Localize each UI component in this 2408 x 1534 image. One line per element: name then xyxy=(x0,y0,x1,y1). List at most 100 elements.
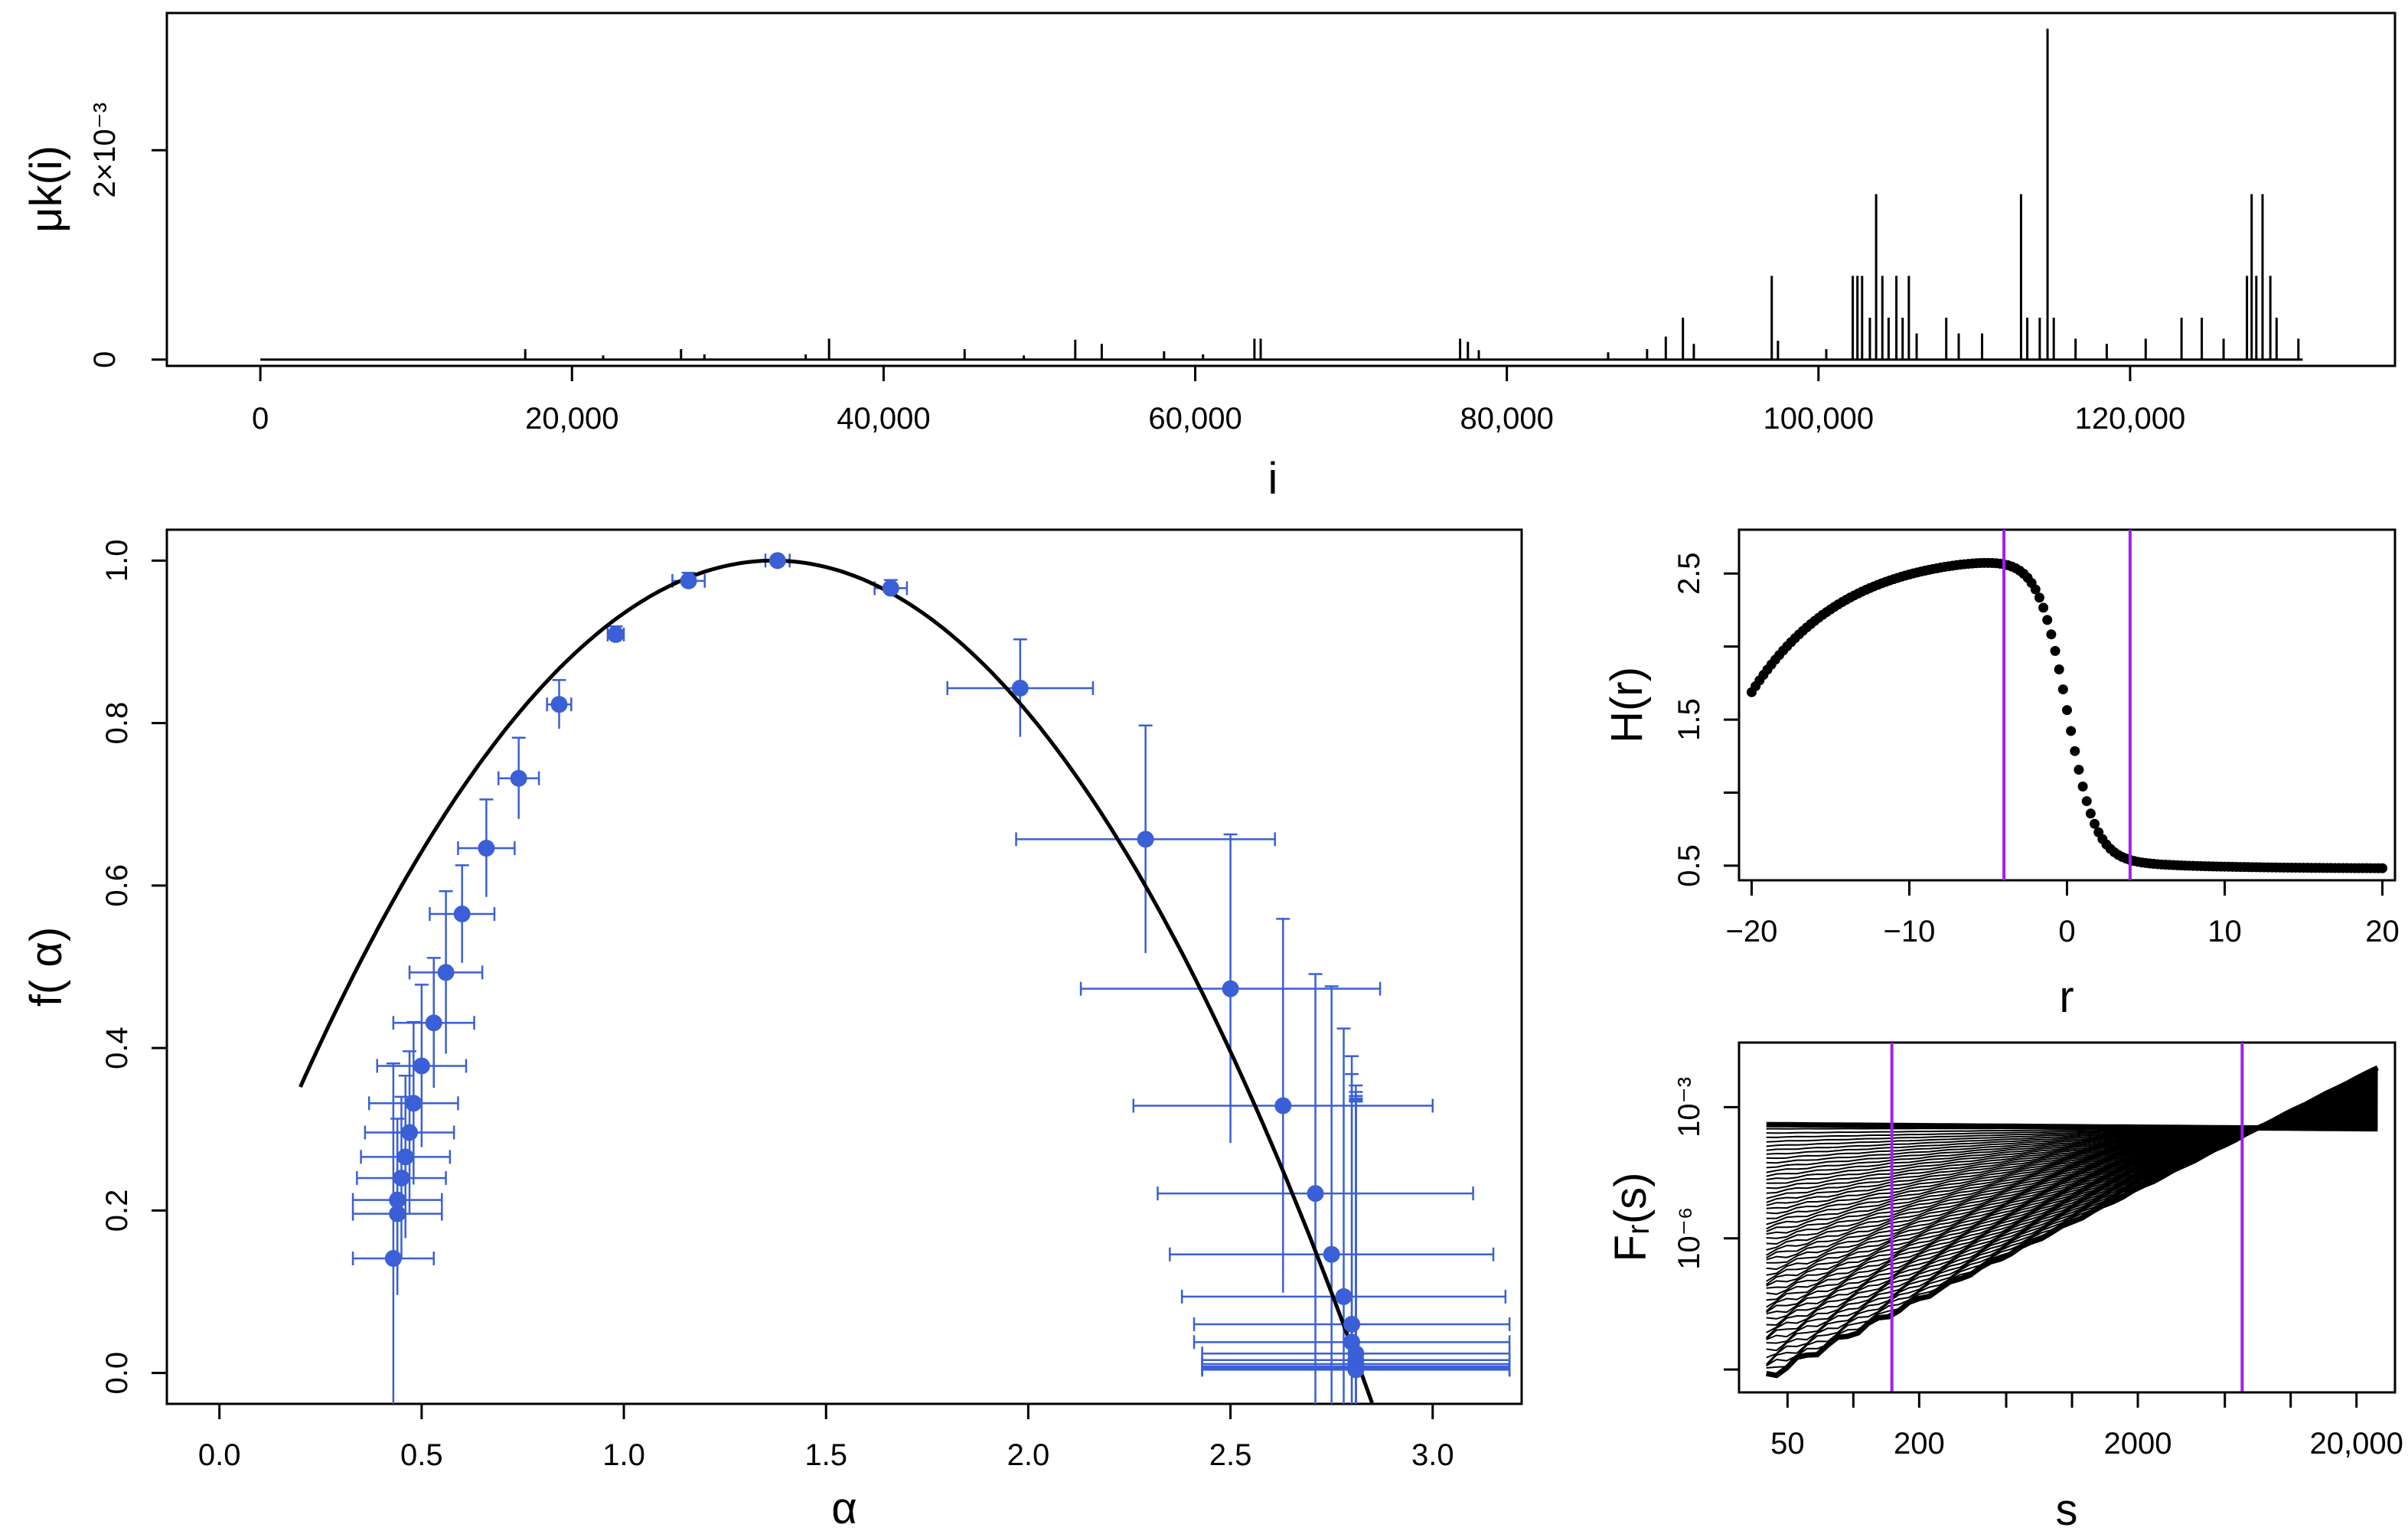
spectrum-x-tick-label: 1.0 xyxy=(602,1438,645,1472)
spectrum-point xyxy=(393,1169,410,1186)
measure-spikes xyxy=(260,28,2303,361)
spectrum-point xyxy=(607,625,625,643)
spectrum-point xyxy=(1274,1097,1292,1115)
measure-plot-frame xyxy=(165,11,2397,367)
hurst-point xyxy=(2090,818,2100,829)
spectrum-x-tick-label: 2.0 xyxy=(1007,1438,1050,1472)
hurst-x-label: r xyxy=(2059,972,2074,1022)
fluctuation-x-tick-label: 200 xyxy=(1894,1427,1945,1461)
measure-x-tick-label: 120,000 xyxy=(2075,402,2186,436)
hurst-point xyxy=(2077,781,2088,791)
spectrum-point xyxy=(510,769,527,787)
spectrum-point xyxy=(425,1014,442,1032)
spectrum-point xyxy=(882,579,899,597)
hurst-point xyxy=(2057,684,2068,695)
fluctuation-y-tick-label: 10⁻⁶ xyxy=(1672,1207,1706,1270)
spectrum-point xyxy=(550,696,568,713)
fluctuation-line xyxy=(1766,1065,2379,1379)
hurst-point xyxy=(2054,664,2064,675)
measure-panel: 0 20,000 40,000 60,000 80,000 100,000 120,000 … xyxy=(21,11,2397,504)
spectrum-panel: 0.0 0.5 1.0 1.5 2.0 2.5 3.0 0.0 0.2 0.4 0.6 0.8 1.0… xyxy=(21,528,1523,1533)
hurst-point xyxy=(2050,645,2061,656)
hurst-x-ticks: −20 −10 0 10 20 xyxy=(1726,879,2400,948)
spectrum-y-tick-label: 1.0 xyxy=(100,540,134,583)
hurst-point xyxy=(2046,629,2057,640)
spectrum-point xyxy=(1222,980,1239,997)
spectrum-x-tick-label: 0.0 xyxy=(198,1438,241,1472)
spectrum-x-tick-label: 1.5 xyxy=(804,1438,847,1472)
fluctuation-x-tick-label: 2000 xyxy=(2104,1427,2172,1461)
spectrum-plot-frame xyxy=(165,528,1523,1405)
spectrum-point xyxy=(405,1095,423,1112)
spectrum-point xyxy=(384,1250,402,1268)
spectrum-fit-curve xyxy=(299,558,1374,1404)
measure-x-tick-label: 0 xyxy=(252,402,269,436)
spectrum-point xyxy=(478,840,495,857)
spectrum-point xyxy=(1137,831,1154,848)
spectrum-x-ticks: 0.0 0.5 1.0 1.5 2.0 2.5 3.0 xyxy=(198,1402,1454,1472)
spectrum-x-label: α xyxy=(831,1483,857,1533)
hurst-point xyxy=(2074,765,2084,775)
spectrum-y-ticks: 0.0 0.2 0.4 0.6 0.8 1.0 xyxy=(100,540,168,1395)
measure-x-tick-label: 60,000 xyxy=(1148,402,1242,436)
fluctuation-y-label: Fᵣ(s) xyxy=(1606,1173,1656,1262)
spectrum-point xyxy=(1307,1185,1324,1203)
measure-y-label: μk(i) xyxy=(21,145,71,233)
spectrum-y-tick-label: 0.0 xyxy=(100,1352,134,1395)
spectrum-point xyxy=(453,906,471,923)
measure-x-tick-label: 100,000 xyxy=(1764,402,1875,436)
spectrum-point xyxy=(1343,1315,1361,1333)
fluctuation-y-ticks: 10⁻³ 10⁻⁶ xyxy=(1672,1077,1741,1371)
spectrum-y-tick-label: 0.4 xyxy=(100,1026,134,1069)
hurst-point xyxy=(2066,726,2077,736)
fluctuation-vlines xyxy=(1890,1043,2244,1392)
hurst-point xyxy=(2062,705,2072,716)
hurst-x-tick-label: −20 xyxy=(1726,915,1778,948)
spectrum-x-tick-label: 2.5 xyxy=(1209,1438,1252,1472)
measure-x-label: i xyxy=(1268,454,1278,504)
measure-x-tick-label: 40,000 xyxy=(837,402,930,436)
spectrum-y-tick-label: 0.6 xyxy=(100,864,134,907)
spectrum-x-tick-label: 3.0 xyxy=(1411,1438,1454,1472)
spectrum-point xyxy=(401,1124,419,1141)
spectrum-point xyxy=(1011,679,1029,697)
spectrum-point xyxy=(413,1057,430,1075)
spectrum-x-tick-label: 0.5 xyxy=(400,1438,443,1472)
fluctuation-x-ticks: 50 200 2000 20,000 xyxy=(1770,1391,2403,1461)
fluctuation-panel: 50 200 2000 20,000 10⁻³ 10⁻⁶ s Fᵣ(s) xyxy=(1606,1041,2403,1534)
hurst-points xyxy=(1746,557,2388,873)
hurst-point xyxy=(2070,746,2080,756)
spectrum-point xyxy=(1347,1361,1365,1379)
hurst-point xyxy=(2085,808,2096,819)
spectrum-points xyxy=(384,552,1365,1379)
hurst-y-ticks: 0.5 1.5 2.5 xyxy=(1672,552,1741,887)
measure-y-ticks: 0 2×10⁻³ xyxy=(88,103,168,368)
hurst-point xyxy=(2042,615,2053,625)
hurst-y-tick-label: 0.5 xyxy=(1672,844,1706,887)
spectrum-point xyxy=(1323,1245,1340,1263)
hurst-vlines xyxy=(2002,530,2132,880)
hurst-x-tick-label: 0 xyxy=(2058,915,2075,948)
hurst-panel: −20 −10 0 10 20 0.5 1.5 2.5 r H(r) xyxy=(1602,528,2400,1022)
spectrum-point xyxy=(389,1191,406,1209)
spectrum-point xyxy=(389,1205,406,1222)
hurst-point xyxy=(2081,796,2092,807)
hurst-x-tick-label: −10 xyxy=(1884,915,1936,948)
hurst-plot-frame xyxy=(1737,528,2397,882)
spectrum-y-tick-label: 0.8 xyxy=(100,702,134,745)
spectrum-y-tick-label: 0.2 xyxy=(100,1190,134,1232)
spectrum-y-label: f( α) xyxy=(21,927,71,1007)
spectrum-error-bars xyxy=(351,553,1511,1404)
spectrum-point xyxy=(396,1148,414,1166)
hurst-point xyxy=(2038,602,2049,613)
fluctuation-lines xyxy=(1765,1065,2379,1379)
hurst-x-tick-label: 10 xyxy=(2207,915,2242,948)
spectrum-point xyxy=(680,572,697,589)
hurst-x-tick-label: 20 xyxy=(2365,915,2400,948)
measure-y-tick-label: 0 xyxy=(88,351,122,368)
spectrum-point xyxy=(1335,1288,1352,1305)
hurst-point xyxy=(2377,863,2388,873)
measure-x-tick-label: 80,000 xyxy=(1460,402,1553,436)
spectrum-point xyxy=(768,552,786,570)
